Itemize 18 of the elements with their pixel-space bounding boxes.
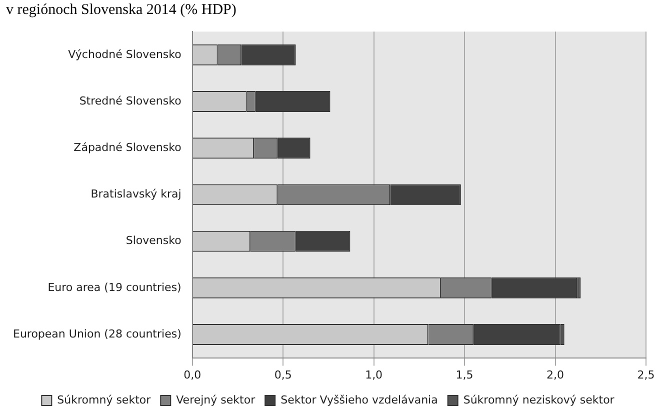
legend-label: Súkromný sektor [57, 393, 152, 406]
y-tick-label: Slovensko [126, 234, 182, 248]
legend-label: Sektor Vyššieho vzdelávania [280, 393, 438, 406]
x-tick-label: 1,0 [365, 368, 383, 382]
chart-title: v regiónoch Slovenska 2014 (% HDP) [5, 1, 238, 20]
x-tick-label: 0,0 [184, 368, 202, 382]
x-tick-label: 2,0 [546, 368, 564, 382]
y-tick-label: European Union (28 countries) [13, 327, 182, 340]
y-tick-label: Stredné Slovensko [79, 94, 182, 108]
y-tick-label: Bratislavský kraj [90, 188, 182, 201]
x-tick-label: 2,5 [637, 368, 655, 382]
y-tick-label: Západné Slovensko [74, 140, 182, 154]
legend-label: Verejný sektor [176, 393, 256, 406]
x-tick-label: 1,5 [456, 368, 474, 382]
legend-label: Súkromný neziskový sektor [463, 393, 615, 406]
y-tick-label: Euro area (19 countries) [48, 280, 182, 294]
y-tick-label: Východné Slovensko [68, 48, 182, 61]
x-tick-label: 0,5 [274, 368, 292, 382]
